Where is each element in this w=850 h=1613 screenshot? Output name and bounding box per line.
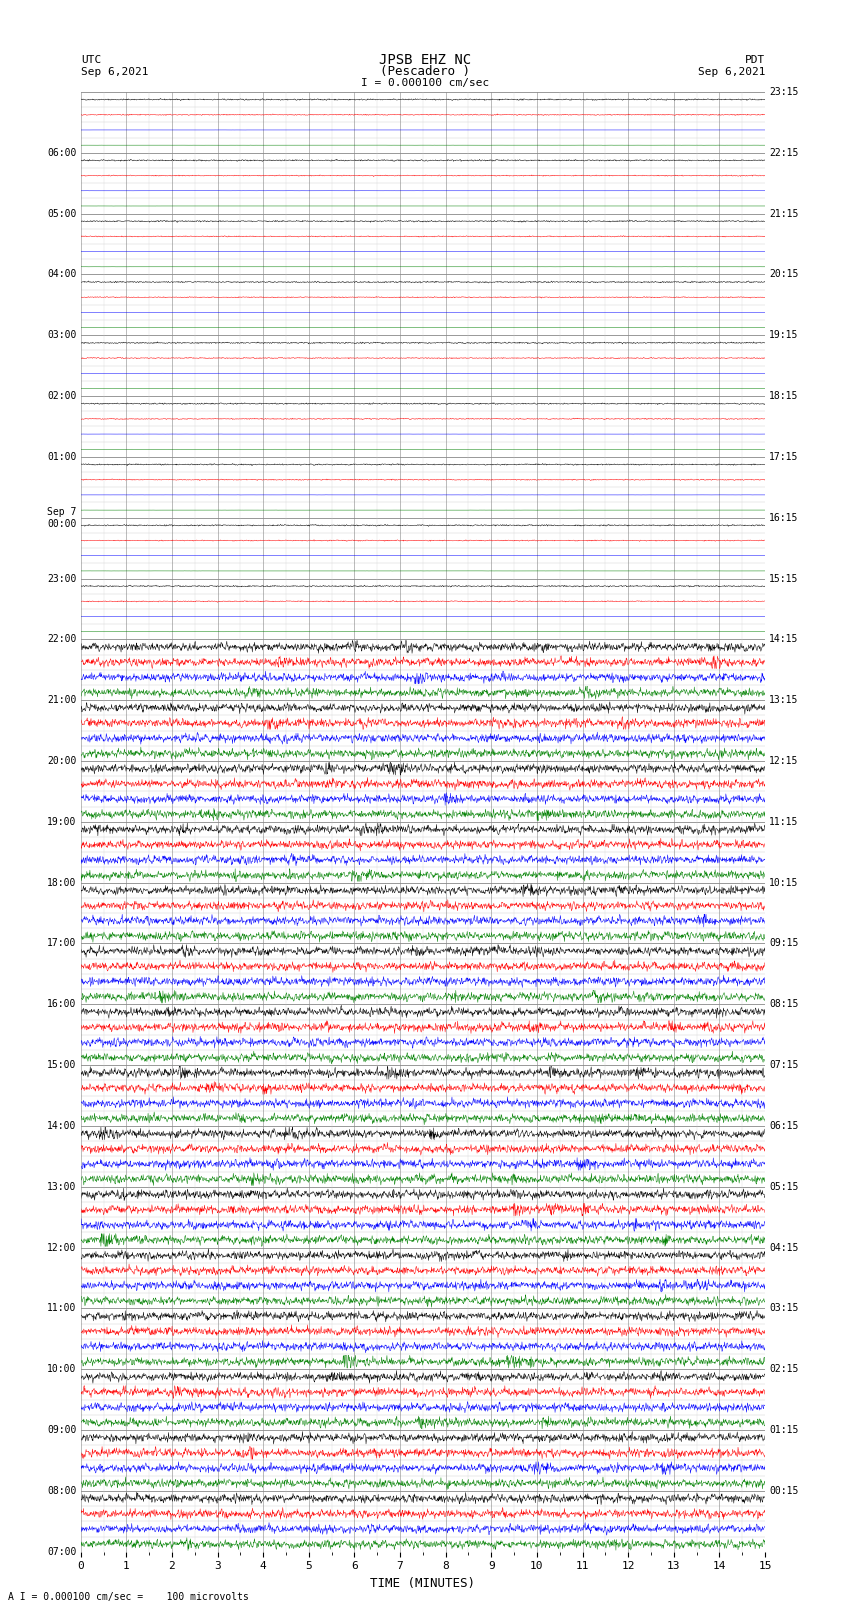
Text: I = 0.000100 cm/sec: I = 0.000100 cm/sec [361, 77, 489, 89]
Text: JPSB EHZ NC: JPSB EHZ NC [379, 53, 471, 68]
Text: PDT: PDT [745, 55, 765, 66]
Text: (Pescadero ): (Pescadero ) [380, 65, 470, 79]
X-axis label: TIME (MINUTES): TIME (MINUTES) [371, 1578, 475, 1590]
Text: A I = 0.000100 cm/sec =    100 microvolts: A I = 0.000100 cm/sec = 100 microvolts [8, 1592, 249, 1602]
Text: Sep 6,2021: Sep 6,2021 [81, 66, 148, 77]
Text: Sep 6,2021: Sep 6,2021 [698, 66, 765, 77]
Text: UTC: UTC [81, 55, 101, 66]
